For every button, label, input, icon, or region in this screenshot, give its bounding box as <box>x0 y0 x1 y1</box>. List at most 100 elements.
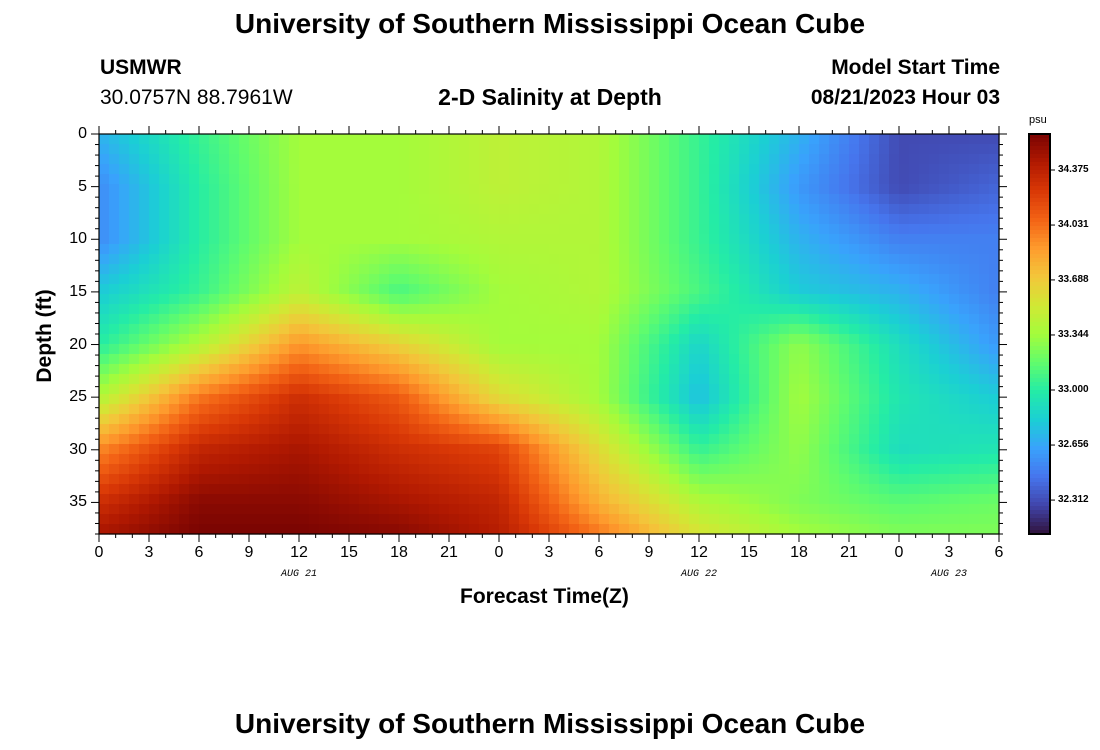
heatmap-cell <box>239 234 250 245</box>
heatmap-cell <box>799 314 810 325</box>
heatmap-cell <box>249 524 260 535</box>
heatmap-cell <box>309 154 320 165</box>
heatmap-cell <box>709 274 720 285</box>
heatmap-cell <box>909 434 920 445</box>
heatmap-cell <box>269 184 280 195</box>
heatmap-cell <box>379 134 390 145</box>
heatmap-cell <box>99 224 110 235</box>
heatmap-cell <box>229 154 240 165</box>
heatmap-cell <box>209 464 220 475</box>
heatmap-cell <box>729 364 740 375</box>
heatmap-cell <box>439 294 450 305</box>
heatmap-cell <box>629 374 640 385</box>
heatmap-cell <box>739 414 750 425</box>
heatmap-cell <box>729 424 740 435</box>
heatmap-cell <box>669 314 680 325</box>
heatmap-cell <box>849 204 860 215</box>
heatmap-cell <box>669 324 680 335</box>
heatmap-cell <box>779 164 790 175</box>
heatmap-cell <box>559 384 570 395</box>
heatmap-cell <box>109 164 120 175</box>
heatmap-cell <box>209 234 220 245</box>
heatmap-cell <box>569 404 580 415</box>
heatmap-cell <box>959 164 970 175</box>
heatmap-cell <box>989 514 1000 525</box>
heatmap-cell <box>839 164 850 175</box>
heatmap-cell <box>219 284 230 295</box>
heatmap-cell <box>209 384 220 395</box>
heatmap-cell <box>559 474 570 485</box>
heatmap-cell <box>389 264 400 275</box>
heatmap-cell <box>899 194 910 205</box>
heatmap-cell <box>899 404 910 415</box>
heatmap-cell <box>149 384 160 395</box>
colorbar-swatch <box>1029 218 1050 223</box>
heatmap-cell <box>189 454 200 465</box>
heatmap-cell <box>749 504 760 515</box>
heatmap-cell <box>219 444 230 455</box>
heatmap-cell <box>389 144 400 155</box>
heatmap-cell <box>649 374 660 385</box>
heatmap-cell <box>749 494 760 505</box>
heatmap-cell <box>619 394 630 405</box>
heatmap-cell <box>199 424 210 435</box>
y-tick-label: 35 <box>69 493 87 511</box>
heatmap-cell <box>479 154 490 165</box>
heatmap-cell <box>319 424 330 435</box>
heatmap-cell <box>189 344 200 355</box>
heatmap-cell <box>429 504 440 515</box>
heatmap-cell <box>919 504 930 515</box>
heatmap-cell <box>369 154 380 165</box>
heatmap-cell <box>889 134 900 145</box>
heatmap-cell <box>649 424 660 435</box>
heatmap-cell <box>169 294 180 305</box>
heatmap-cell <box>329 234 340 245</box>
heatmap-cell <box>369 254 380 265</box>
heatmap-cell <box>789 394 800 405</box>
heatmap-cell <box>179 344 190 355</box>
heatmap-cell <box>639 334 650 345</box>
heatmap-cell <box>569 434 580 445</box>
heatmap-cell <box>769 314 780 325</box>
heatmap-cell <box>489 414 500 425</box>
heatmap-cell <box>829 474 840 485</box>
heatmap-cell <box>559 394 570 405</box>
heatmap-cell <box>759 414 770 425</box>
heatmap-cell <box>949 274 960 285</box>
heatmap-cell <box>939 474 950 485</box>
heatmap-cell <box>589 204 600 215</box>
heatmap-cell <box>549 284 560 295</box>
heatmap-cell <box>259 454 270 465</box>
heatmap-cell <box>719 294 730 305</box>
heatmap-cell <box>299 364 310 375</box>
heatmap-cell <box>129 214 140 225</box>
heatmap-cell <box>979 334 990 345</box>
heatmap-cell <box>549 404 560 415</box>
heatmap-cell <box>679 364 690 375</box>
heatmap-cell <box>329 134 340 145</box>
heatmap-cell <box>859 224 870 235</box>
heatmap-cell <box>589 444 600 455</box>
heatmap-cell <box>119 174 130 185</box>
heatmap-cell <box>659 414 670 425</box>
heatmap-cell <box>829 284 840 295</box>
heatmap-cell <box>679 354 690 365</box>
heatmap-cell <box>959 334 970 345</box>
x-tick-label: 21 <box>440 544 458 561</box>
heatmap-cell <box>989 324 1000 335</box>
heatmap-cell <box>99 364 110 375</box>
heatmap-cell <box>439 484 450 495</box>
heatmap-cell <box>939 504 950 515</box>
heatmap-cell <box>189 504 200 515</box>
heatmap-cell <box>649 514 660 525</box>
heatmap-cell <box>619 484 630 495</box>
heatmap-cell <box>339 404 350 415</box>
heatmap-cell <box>729 394 740 405</box>
heatmap-cell <box>659 374 670 385</box>
heatmap-cell <box>149 184 160 195</box>
heatmap-cell <box>429 304 440 315</box>
heatmap-cell <box>819 314 830 325</box>
heatmap-cell <box>389 484 400 495</box>
heatmap-cell <box>189 324 200 335</box>
heatmap-cell <box>149 214 160 225</box>
